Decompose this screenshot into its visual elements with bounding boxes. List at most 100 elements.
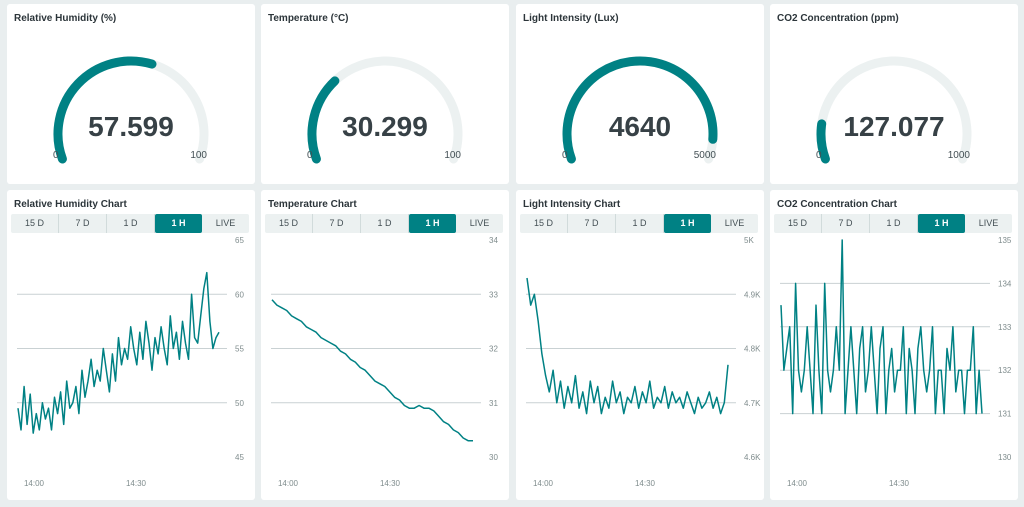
gauge-value: 57.599 — [88, 111, 174, 142]
gauge-fill — [307, 76, 340, 164]
tab-15d[interactable]: 15 D — [265, 214, 313, 233]
gauge-arc — [307, 56, 463, 164]
y-tick-label: 33 — [489, 290, 498, 299]
x-tick-label: 14:00 — [24, 479, 45, 488]
y-tick-label: 132 — [998, 366, 1012, 375]
y-tick-label: 4.9K — [744, 290, 761, 299]
tab-15d[interactable]: 15 D — [774, 214, 822, 233]
y-tick-label: 130 — [998, 453, 1012, 462]
chart-title: CO2 Concentration Chart — [777, 199, 898, 210]
series-line — [780, 239, 983, 415]
y-tick-label: 55 — [235, 345, 244, 354]
tab-live[interactable]: LIVE — [978, 218, 999, 228]
gauge-card-co2: CO2 Concentration (ppm) 127.077 0 1000 — [770, 4, 1018, 184]
gauge-track — [307, 56, 463, 164]
gauge-arc — [562, 56, 718, 164]
gauge-title: Relative Humidity (%) — [14, 13, 117, 24]
y-tick-label: 134 — [998, 279, 1012, 288]
gauge-track — [53, 56, 209, 164]
gauge-card-light: Light Intensity (Lux) 4640 0 5000 — [516, 4, 764, 184]
tab-live[interactable]: LIVE — [215, 218, 236, 228]
y-tick-label: 31 — [489, 399, 498, 408]
y-tick-label: 4.7K — [744, 399, 761, 408]
y-tick-label: 4.8K — [744, 345, 761, 354]
tab-1h[interactable]: 1 H — [664, 214, 711, 233]
y-tick-label: 60 — [235, 290, 244, 299]
gauge-fill — [53, 56, 157, 164]
tab-7d[interactable]: 7 D — [59, 214, 107, 233]
y-tick-label: 131 — [998, 410, 1012, 419]
tab-7d[interactable]: 7 D — [568, 214, 616, 233]
y-tick-label: 32 — [489, 345, 498, 354]
gauge-max-label: 5000 — [693, 150, 716, 161]
tab-1d[interactable]: 1 D — [107, 214, 155, 233]
y-tick-label: 4.6K — [744, 453, 761, 462]
tab-1d[interactable]: 1 D — [870, 214, 918, 233]
gauge-arc — [53, 56, 209, 164]
tab-15d[interactable]: 15 D — [520, 214, 568, 233]
chart-title: Temperature Chart — [268, 199, 357, 210]
gauge-card-humidity: Relative Humidity (%) 57.599 0 100 — [7, 4, 255, 184]
gauge-arc — [816, 56, 972, 164]
gauge-max-label: 100 — [190, 150, 207, 161]
gauge-min-label: 0 — [53, 150, 59, 161]
y-tick-label: 5K — [744, 236, 754, 245]
gauge-track — [562, 56, 718, 164]
y-tick-label: 45 — [235, 453, 244, 462]
y-tick-label: 34 — [489, 236, 498, 245]
x-tick-label: 14:00 — [278, 479, 299, 488]
gauge-title: CO2 Concentration (ppm) — [777, 13, 899, 24]
tab-1h[interactable]: 1 H — [155, 214, 202, 233]
gauge-title: Light Intensity (Lux) — [523, 13, 619, 24]
tab-live[interactable]: LIVE — [469, 218, 490, 228]
line-chart: 4.6K 4.7K 4.8K 4.9K 5K 14:00 14:30 — [526, 236, 761, 488]
gauge-min-label: 0 — [562, 150, 568, 161]
x-tick-label: 14:00 — [787, 479, 808, 488]
tab-live[interactable]: LIVE — [724, 218, 745, 228]
gauge-min-label: 0 — [307, 150, 313, 161]
line-chart: 45 50 55 60 65 14:00 14:30 — [17, 236, 244, 488]
tab-7d[interactable]: 7 D — [822, 214, 870, 233]
tab-1h[interactable]: 1 H — [409, 214, 456, 233]
chart-title: Relative Humidity Chart — [14, 199, 127, 210]
gauge-max-label: 1000 — [947, 150, 970, 161]
gauge-fill — [816, 119, 830, 164]
tab-7d[interactable]: 7 D — [313, 214, 361, 233]
y-tick-label: 50 — [235, 399, 244, 408]
series-line — [526, 277, 729, 415]
tab-1d[interactable]: 1 D — [361, 214, 409, 233]
line-chart: 30 31 32 33 34 14:00 14:30 — [271, 236, 498, 488]
x-tick-label: 14:30 — [380, 479, 401, 488]
x-tick-label: 14:30 — [126, 479, 147, 488]
x-tick-label: 14:30 — [889, 479, 910, 488]
line-chart: 130 131 132 133 134 135 14:00 14:30 — [780, 236, 1012, 488]
gauge-value: 127.077 — [843, 111, 945, 142]
y-tick-label: 30 — [489, 453, 498, 462]
tab-1h[interactable]: 1 H — [918, 214, 965, 233]
x-tick-label: 14:00 — [533, 479, 554, 488]
x-tick-label: 14:30 — [635, 479, 656, 488]
gauge-min-label: 0 — [816, 150, 822, 161]
gauge-title: Temperature (°C) — [268, 13, 349, 24]
chart-title: Light Intensity Chart — [523, 199, 621, 210]
gauge-fill — [562, 56, 718, 164]
gauge-value: 4640 — [608, 111, 672, 142]
gauge-card-temperature: Temperature (°C) 30.299 0 100 — [261, 4, 509, 184]
y-tick-label: 133 — [998, 323, 1012, 332]
gauge-value: 30.299 — [342, 111, 428, 142]
series-line — [17, 271, 220, 434]
tab-15d[interactable]: 15 D — [11, 214, 59, 233]
y-tick-label: 65 — [235, 236, 244, 245]
gauge-max-label: 100 — [444, 150, 461, 161]
series-line — [271, 299, 473, 442]
tab-1d[interactable]: 1 D — [616, 214, 664, 233]
y-tick-label: 135 — [998, 236, 1012, 245]
